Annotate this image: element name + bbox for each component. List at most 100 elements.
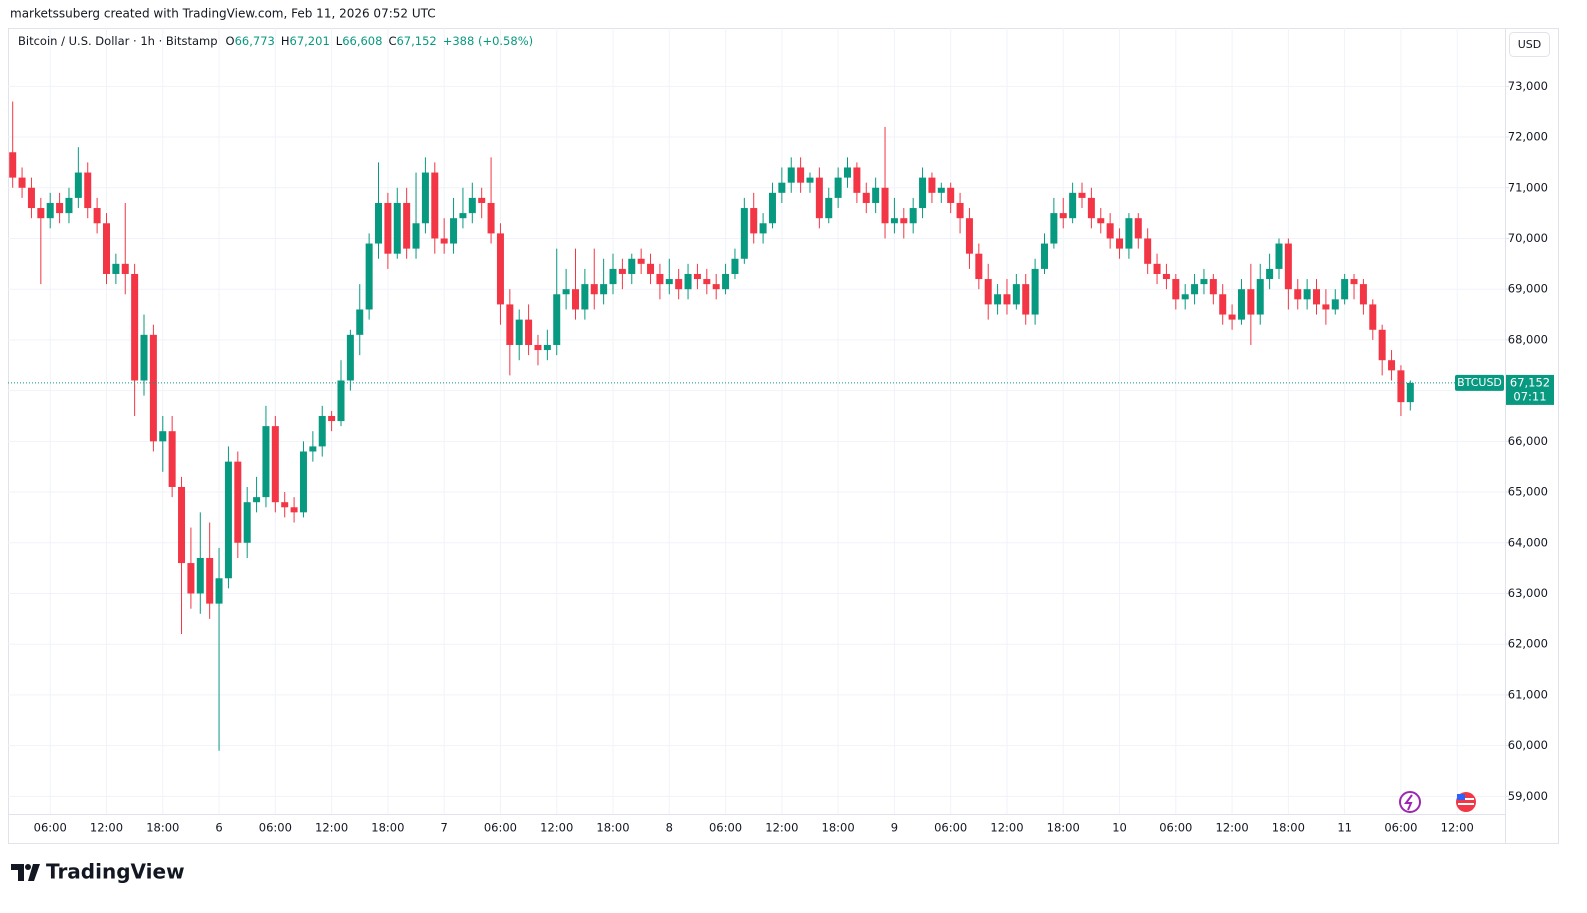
- candle-body: [1219, 294, 1227, 315]
- y-tick-label: 65,000: [1508, 485, 1548, 499]
- price-tag: [1506, 374, 1554, 405]
- candle-body: [1116, 238, 1124, 249]
- candle-body: [1284, 243, 1292, 290]
- candle-body: [309, 446, 317, 452]
- candle-body: [74, 172, 82, 198]
- candle-body: [1191, 284, 1199, 295]
- candle-body: [27, 187, 35, 209]
- candle-body: [937, 187, 945, 193]
- candle-body: [412, 223, 420, 249]
- x-tick-label: 18:00: [822, 821, 855, 835]
- price-tag-label: 67,152: [1510, 375, 1550, 389]
- candle-body: [140, 334, 148, 381]
- candle-body: [187, 563, 195, 594]
- currency-button[interactable]: [1509, 32, 1550, 57]
- brand: TradingView: [46, 860, 185, 884]
- candle-body: [1022, 284, 1030, 315]
- candle-body: [1266, 268, 1274, 280]
- candle-body: [984, 279, 992, 305]
- legend-key: L: [336, 34, 343, 48]
- x-tick-label: 12:00: [90, 821, 123, 835]
- legend-value: 66,773: [235, 34, 275, 48]
- candle-body: [112, 263, 120, 274]
- y-tick-label: 68,000: [1508, 332, 1548, 346]
- replay-icon[interactable]: [1399, 791, 1421, 813]
- candle-body: [1397, 370, 1405, 403]
- attribution: marketssuberg created with TradingView.c…: [10, 7, 436, 21]
- candle-body: [224, 461, 232, 579]
- candle-body: [534, 344, 542, 351]
- x-tick-label: 6: [215, 821, 222, 835]
- logo: TradingView: [11, 860, 185, 884]
- candle-body: [581, 284, 589, 310]
- candle-body: [872, 187, 880, 203]
- candle-body: [571, 289, 579, 310]
- candle-body: [290, 507, 298, 513]
- candle-body: [131, 273, 139, 381]
- candle-body: [722, 273, 730, 290]
- x-tick-label: 11: [1337, 821, 1352, 835]
- candle-body: [393, 202, 401, 254]
- x-tick-label: 12:00: [315, 821, 348, 835]
- candle-body: [56, 202, 64, 214]
- y-tick-label: 71,000: [1508, 180, 1548, 194]
- candle-body: [656, 273, 664, 285]
- candle-body: [665, 279, 673, 285]
- candle-body: [1247, 289, 1255, 315]
- candle-body: [693, 273, 701, 280]
- legend-value: 67,201: [290, 34, 330, 48]
- y-tick-label: 59,000: [1508, 789, 1548, 803]
- y-tick-label: 62,000: [1508, 637, 1548, 651]
- legend: Bitcoin / U.S. Dollar · 1h · Bitstamp O66…: [18, 34, 533, 48]
- candle-body: [346, 334, 354, 381]
- x-tick-label: 18:00: [596, 821, 629, 835]
- candle-body: [759, 223, 767, 234]
- candle-body: [1003, 294, 1011, 305]
- candle-body: [609, 268, 617, 285]
- x-tick-label: 12:00: [1441, 821, 1474, 835]
- candle-body: [1087, 197, 1095, 219]
- x-tick-label: 18:00: [1047, 821, 1080, 835]
- candle-body: [487, 202, 495, 234]
- candle-body: [403, 202, 411, 249]
- x-tick-label: 06:00: [484, 821, 517, 835]
- y-tick-label: 61,000: [1508, 687, 1548, 701]
- candle-body: [675, 279, 683, 290]
- candle-body: [525, 319, 533, 345]
- legend-key: H: [281, 34, 290, 48]
- x-tick-label: 18:00: [146, 821, 179, 835]
- candle-body: [515, 319, 523, 345]
- candle-body: [450, 218, 458, 244]
- candle-body: [618, 268, 626, 274]
- candle-body: [1209, 279, 1217, 295]
- candle-body: [328, 415, 336, 422]
- candle-body: [1237, 289, 1245, 320]
- candle-body: [956, 202, 964, 219]
- x-tick-label: 18:00: [371, 821, 404, 835]
- candle-body: [299, 451, 307, 513]
- y-tick-label: 63,000: [1508, 586, 1548, 600]
- candle-body: [881, 187, 889, 224]
- x-tick-label: 8: [666, 821, 673, 835]
- candle-body: [1031, 268, 1039, 315]
- candle-body: [890, 218, 898, 224]
- candle-body: [684, 273, 692, 290]
- candle-body: [1294, 289, 1302, 300]
- x-tick-label: 06:00: [1159, 821, 1192, 835]
- candle-body: [712, 284, 720, 290]
- candle-body: [271, 426, 279, 503]
- x-tick-label: 10: [1112, 821, 1127, 835]
- legend-key: C: [388, 34, 396, 48]
- candle-body: [478, 197, 486, 203]
- candle-body: [637, 258, 645, 264]
- currency[interactable]: USD: [1518, 38, 1542, 51]
- ticker-label: BTCUSD: [1457, 376, 1502, 389]
- x-tick-label: 12:00: [1216, 821, 1249, 835]
- x-tick-label: 12:00: [990, 821, 1023, 835]
- candle-body: [825, 197, 833, 219]
- candle-body: [384, 202, 392, 254]
- logo-mark: [11, 864, 40, 881]
- axes: 59,000 60,000 61,000 62,000 63,000 64,000 65,0…: [34, 79, 1554, 835]
- candle-body: [356, 309, 364, 335]
- x-tick-label: 06:00: [1384, 821, 1417, 835]
